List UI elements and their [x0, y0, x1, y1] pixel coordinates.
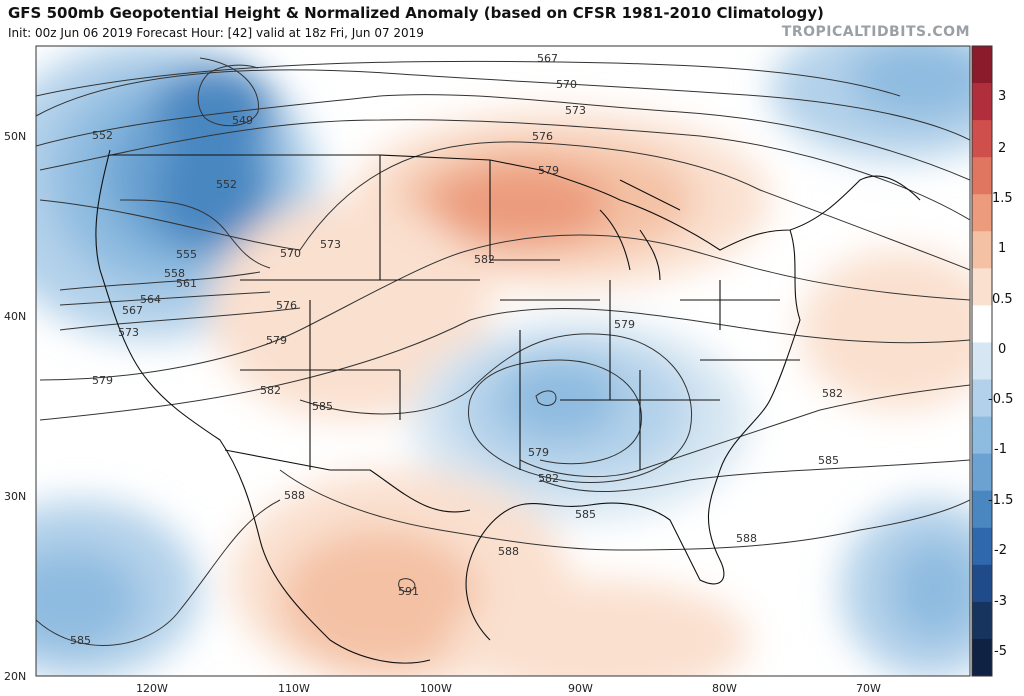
height-contours [36, 57, 970, 646]
colorbar-label: -1 [994, 442, 1007, 457]
contour-label: 570 [280, 247, 301, 260]
lon-label: 80W [712, 682, 737, 695]
map-frame [35, 45, 971, 677]
contour-label: 588 [284, 489, 305, 502]
contour-label: 582 [822, 387, 843, 400]
contour-label: 588 [498, 545, 519, 558]
contour-label: 549 [232, 114, 253, 127]
colorbar-label: -3 [994, 594, 1007, 609]
lat-label: 40N [4, 310, 26, 323]
colorbar [971, 45, 993, 677]
lat-label: 20N [4, 670, 26, 683]
contour-label: 555 [176, 248, 197, 261]
contour-label: 582 [474, 253, 495, 266]
contour-label: 552 [216, 178, 237, 191]
colorbar-swatch [972, 416, 992, 455]
colorbar-label: 2 [998, 141, 1006, 156]
lat-label: 30N [4, 490, 26, 503]
colorbar-swatch [972, 305, 992, 343]
colorbar-swatch [972, 342, 992, 381]
colorbar-swatch [972, 490, 992, 529]
colorbar-label: 0 [998, 342, 1006, 357]
contour-label: 552 [92, 129, 113, 142]
contour-label: 585 [312, 400, 333, 413]
longitude-labels: 120W 110W 100W 90W 80W 70W [136, 682, 881, 695]
contour-label: 567 [537, 52, 558, 65]
map-plot-area: 567 570 573 576 579 549 552 552 555 558 … [36, 46, 970, 676]
lon-label: 70W [856, 682, 881, 695]
contour-label: 573 [118, 326, 139, 339]
contour-label: 573 [565, 104, 586, 117]
contour-label: 588 [736, 532, 757, 545]
colorbar-label: -0.5 [988, 392, 1013, 407]
colorbar-swatch [972, 638, 992, 677]
coastlines-borders [95, 149, 921, 664]
lon-label: 90W [568, 682, 593, 695]
colorbar-swatch [972, 83, 992, 121]
contour-label: 567 [122, 304, 143, 317]
brand-watermark: TROPICALTIDBITS.COM [781, 24, 970, 40]
colorbar-label: 3 [998, 89, 1006, 104]
colorbar-swatch [972, 601, 992, 640]
colorbar-swatch [972, 564, 992, 603]
colorbar-swatch [972, 194, 992, 232]
contour-label: 564 [140, 293, 161, 306]
colorbar-swatch [972, 453, 992, 492]
lon-label: 110W [278, 682, 310, 695]
contour-labels: 567 570 573 576 579 549 552 552 555 558 … [70, 52, 843, 647]
contour-label: 582 [538, 472, 559, 485]
colorbar-swatch [972, 120, 992, 158]
contour-label: 582 [260, 384, 281, 397]
colorbar-swatch [972, 231, 992, 269]
colorbar-swatch [972, 46, 992, 84]
colorbar-label: -2 [994, 543, 1007, 558]
anomaly-shading [36, 46, 970, 676]
contour-label: 591 [398, 585, 419, 598]
colorbar-swatch [972, 268, 992, 306]
colorbar-swatch [972, 157, 992, 195]
latitude-labels: 50N 40N 30N 20N [4, 130, 26, 683]
colorbar-frame [971, 45, 993, 677]
contour-label: 579 [266, 334, 287, 347]
contour-label: 585 [818, 454, 839, 467]
colorbar-swatch [972, 527, 992, 566]
colorbar-swatch [972, 379, 992, 418]
contour-label: 579 [614, 318, 635, 331]
contour-label: 585 [70, 634, 91, 647]
contour-label: 561 [176, 277, 197, 290]
map-subtitle: Init: 00z Jun 06 2019 Forecast Hour: [42… [8, 26, 424, 40]
contour-label: 573 [320, 238, 341, 251]
colorbar-label: 0.5 [992, 292, 1013, 307]
colorbar-labels: 3 2 1.5 1 0.5 0 -0.5 -1 -1.5 -2 -3 -5 [988, 89, 1013, 659]
colorbar-label: 1.5 [992, 191, 1013, 206]
lon-label: 120W [136, 682, 168, 695]
contour-label: 579 [528, 446, 549, 459]
contour-label: 558 [164, 267, 185, 280]
lon-label: 100W [420, 682, 452, 695]
contour-label: 570 [556, 78, 577, 91]
colorbar-label: 1 [998, 241, 1006, 256]
lat-label: 50N [4, 130, 26, 143]
colorbar-label: -1.5 [988, 493, 1013, 508]
contour-label: 576 [532, 130, 553, 143]
colorbar-label: -5 [994, 644, 1007, 659]
contour-label: 576 [276, 299, 297, 312]
map-title: GFS 500mb Geopotential Height & Normaliz… [8, 4, 824, 22]
contour-label: 579 [92, 374, 113, 387]
contour-label: 585 [575, 508, 596, 521]
contour-label: 579 [538, 164, 559, 177]
